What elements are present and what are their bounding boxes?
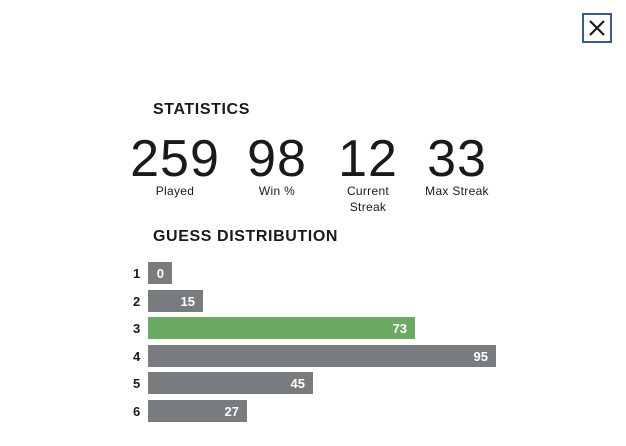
statistics-heading: STATISTICS bbox=[153, 101, 250, 118]
distribution-guess-number: 2 bbox=[133, 293, 141, 309]
distribution-bar: 15 bbox=[148, 290, 203, 312]
distribution-row: 2 15 bbox=[130, 290, 203, 312]
stat-current-streak-label: Current Streak bbox=[334, 183, 402, 215]
distribution-row: 5 45 bbox=[130, 372, 313, 394]
stat-win-percent-value: 98 bbox=[247, 130, 307, 188]
stat-current-streak-label-line2: Streak bbox=[349, 200, 387, 214]
distribution-row: 1 0 bbox=[130, 262, 172, 284]
distribution-bar: 95 bbox=[148, 345, 496, 367]
stat-win-percent: 98 Win % bbox=[242, 133, 312, 199]
guess-distribution-heading: GUESS DISTRIBUTION bbox=[153, 228, 339, 245]
stat-max-streak-label: Max Streak bbox=[425, 184, 489, 198]
stat-current-streak: 12 Current Streak bbox=[334, 133, 402, 215]
distribution-bar: 45 bbox=[148, 372, 313, 394]
stat-win-percent-label: Win % bbox=[258, 184, 296, 198]
distribution-bar: 73 bbox=[148, 317, 415, 339]
distribution-row: 6 27 bbox=[130, 400, 247, 422]
stat-max-streak: 33 Max Streak bbox=[417, 133, 497, 199]
distribution-bar: 27 bbox=[148, 400, 247, 422]
distribution-row: 3 73 bbox=[130, 317, 415, 339]
distribution-row: 4 95 bbox=[130, 345, 496, 367]
distribution-guess-number: 6 bbox=[133, 403, 141, 419]
distribution-guess-number: 4 bbox=[133, 348, 141, 364]
stat-max-streak-value: 33 bbox=[427, 130, 487, 188]
stat-current-streak-label-line1: Current bbox=[346, 184, 390, 198]
distribution-guess-number: 5 bbox=[133, 375, 141, 391]
stat-played-value: 259 bbox=[130, 130, 220, 188]
close-button[interactable] bbox=[582, 13, 612, 43]
stat-current-streak-value: 12 bbox=[338, 130, 398, 188]
distribution-guess-number: 3 bbox=[133, 320, 141, 336]
stat-played-label: Played bbox=[155, 184, 195, 198]
stat-played: 259 Played bbox=[124, 133, 226, 199]
close-icon bbox=[589, 20, 605, 36]
distribution-bar: 0 bbox=[148, 262, 172, 284]
distribution-guess-number: 1 bbox=[133, 265, 141, 281]
